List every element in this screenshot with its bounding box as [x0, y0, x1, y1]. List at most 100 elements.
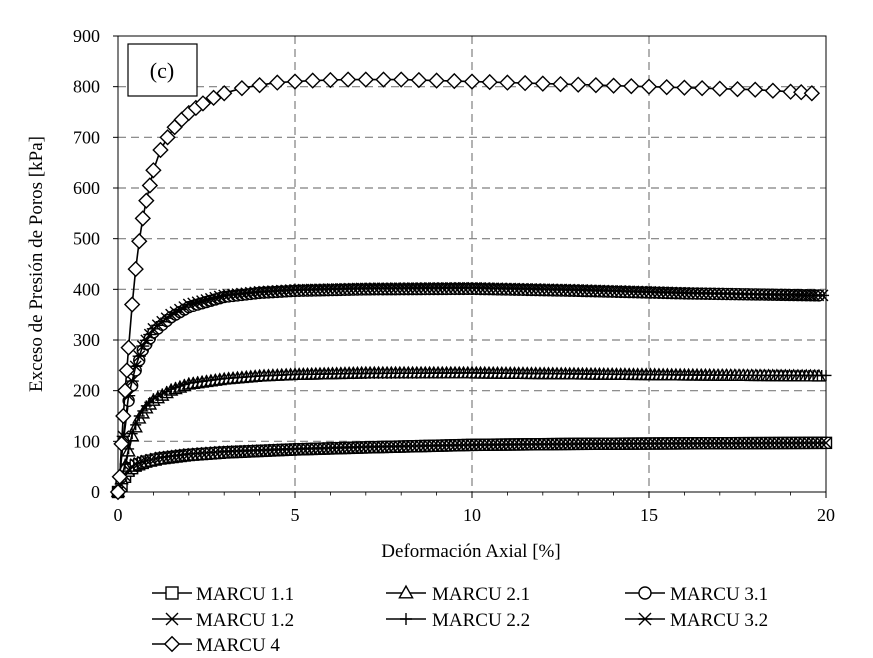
- data-point: [419, 439, 432, 452]
- data-point: [764, 82, 782, 99]
- data-point: [648, 437, 661, 450]
- data-point: [699, 437, 712, 450]
- y-tick-label: 0: [91, 482, 100, 502]
- data-point: [499, 438, 512, 451]
- data-point: [542, 438, 555, 451]
- data-point: [208, 291, 222, 304]
- legend-label: MARCU 2.1: [432, 584, 530, 605]
- data-point: [415, 439, 428, 452]
- data-point: [623, 437, 636, 450]
- y-tick-label: 500: [73, 229, 100, 249]
- data-point: [584, 437, 597, 450]
- legend-item: MARCU 2.2: [386, 610, 530, 631]
- data-point: [605, 77, 622, 94]
- data-point: [113, 435, 130, 453]
- y-tick-label: 800: [73, 77, 100, 97]
- data-point: [499, 74, 516, 91]
- data-point: [449, 439, 462, 452]
- data-point: [204, 292, 218, 305]
- data-point: [729, 437, 742, 450]
- data-point: [820, 436, 832, 449]
- legend-label: MARCU 1.1: [196, 584, 294, 605]
- data-point: [186, 297, 200, 310]
- data-point: [474, 438, 487, 451]
- data-point: [140, 454, 153, 467]
- data-point: [678, 437, 691, 450]
- data-point: [304, 72, 321, 89]
- data-point: [393, 71, 410, 88]
- data-point: [389, 440, 402, 453]
- data-point: [359, 440, 372, 453]
- data-point: [481, 73, 498, 91]
- data-point: [116, 382, 134, 399]
- data-point: [126, 428, 138, 440]
- data-point: [129, 458, 142, 471]
- data-point: [691, 437, 704, 450]
- data-point: [567, 437, 580, 450]
- data-point: [364, 440, 377, 453]
- data-point: [143, 328, 157, 341]
- data-point: [136, 455, 149, 468]
- data-point: [195, 295, 209, 308]
- data-point: [372, 440, 385, 453]
- x-axis-label: Deformación Axial [%]: [381, 541, 560, 562]
- data-point: [478, 438, 491, 451]
- data-point: [521, 438, 534, 451]
- data-point: [576, 437, 589, 450]
- data-point: [782, 83, 799, 100]
- data-point: [444, 439, 457, 452]
- legend-label: MARCU 3.1: [670, 584, 768, 605]
- data-point: [807, 436, 820, 449]
- data-point: [755, 437, 768, 450]
- data-point: [623, 77, 640, 95]
- data-point: [803, 85, 821, 102]
- data-point: [470, 438, 483, 451]
- data-point: [669, 437, 682, 450]
- data-point: [423, 439, 436, 452]
- data-point: [487, 438, 500, 451]
- data-point: [725, 437, 738, 450]
- data-point: [798, 436, 811, 449]
- legend-marker: [165, 612, 179, 626]
- legend: MARCU 1.1 MARCU 2.1 MARCU 3.1 MARCU 1.2 MARC…: [152, 584, 768, 656]
- data-point: [269, 74, 286, 91]
- data-point: [109, 483, 127, 501]
- data-point: [139, 334, 153, 347]
- data-point: [768, 437, 781, 450]
- y-tick-label: 100: [73, 431, 100, 451]
- data-point: [182, 298, 196, 311]
- data-point: [738, 437, 751, 450]
- data-point: [123, 443, 135, 455]
- data-point: [147, 393, 159, 405]
- data-point: [811, 436, 824, 449]
- y-axis-label: Exceso de Presión de Poros [kPa]: [26, 136, 47, 392]
- data-point: [357, 71, 374, 88]
- legend-item: MARCU 3.1: [625, 584, 768, 605]
- data-point: [115, 407, 132, 425]
- data-point: [751, 437, 764, 450]
- data-point: [708, 437, 721, 450]
- data-point: [368, 440, 381, 453]
- x-tick-label: 10: [463, 505, 481, 525]
- data-point: [747, 437, 760, 450]
- legend-label: MARCU 1.2: [196, 610, 294, 631]
- data-point: [686, 437, 699, 450]
- data-point: [529, 438, 542, 451]
- data-point: [597, 437, 610, 450]
- data-point: [652, 437, 665, 450]
- data-point: [406, 440, 419, 453]
- data-point: [550, 438, 563, 451]
- series-marcu-1-2: [112, 436, 832, 498]
- data-point: [580, 437, 593, 450]
- data-point: [145, 453, 158, 466]
- legend-marker: [638, 586, 652, 600]
- data-point: [742, 437, 755, 450]
- x-tick-label: 0: [114, 505, 123, 525]
- data-point: [516, 438, 529, 451]
- data-point: [525, 438, 538, 451]
- data-point: [764, 437, 777, 450]
- legend-label: MARCU 4: [196, 635, 280, 656]
- data-point: [606, 437, 619, 450]
- data-point: [635, 437, 648, 450]
- data-point: [614, 437, 627, 450]
